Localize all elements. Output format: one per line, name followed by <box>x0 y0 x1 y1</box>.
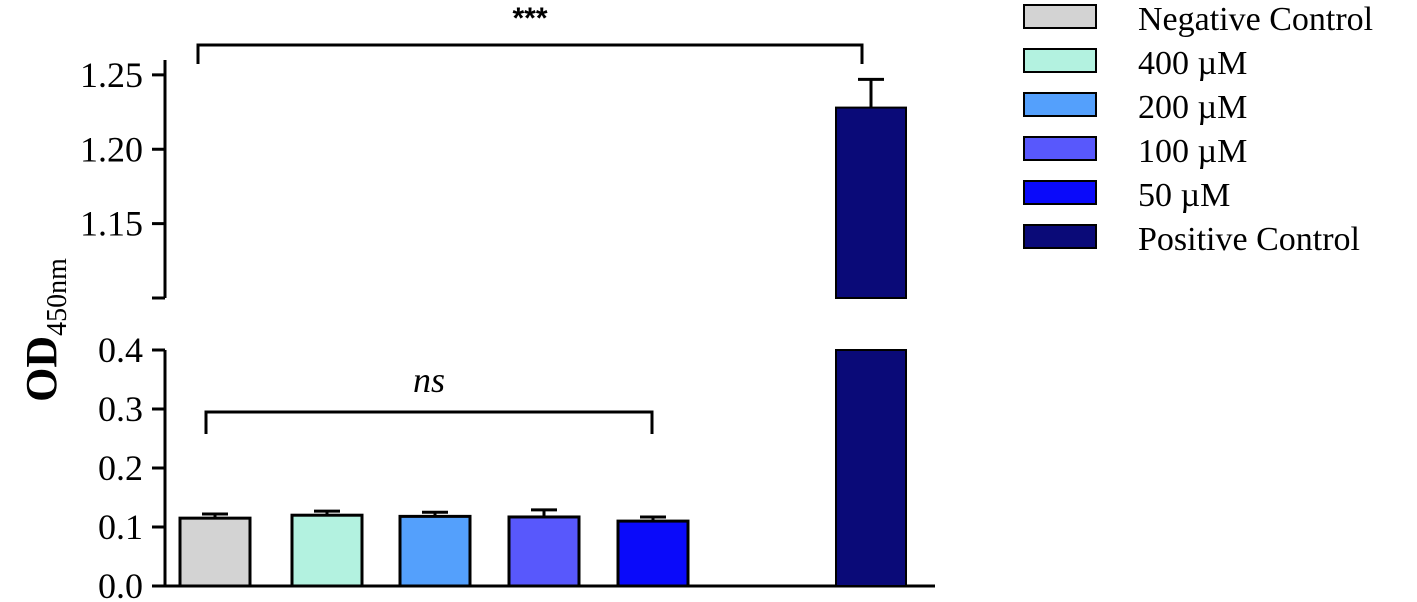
y-tick-label: 0.2 <box>98 448 143 488</box>
legend-label-4: 50 µM <box>1138 177 1230 214</box>
bar-5-lower <box>835 349 907 587</box>
bar-0 <box>178 516 252 588</box>
significance-bracket-1 <box>196 43 864 64</box>
significance-annotations: ns *** <box>196 2 864 434</box>
y-tick-label: 1.25 <box>80 55 143 95</box>
legend-swatch-3 <box>1023 136 1097 161</box>
significance-bracket-0 <box>204 410 654 434</box>
y-tick-label: 0.0 <box>98 566 143 602</box>
bar-2 <box>398 514 472 588</box>
y-axis-label: OD450nm <box>17 258 73 402</box>
y-tick-label: 0.4 <box>98 330 143 370</box>
significance-label-1: *** <box>512 2 547 35</box>
significance-label-0: ns <box>413 360 445 400</box>
y-tick-label: 0.1 <box>98 507 143 547</box>
legend-label-0: Negative Control <box>1138 1 1373 38</box>
bar-4 <box>616 519 690 588</box>
legend-swatch-2 <box>1023 92 1097 117</box>
bar-3 <box>507 515 581 588</box>
bar-5-upper <box>835 106 907 299</box>
legend-label-5: Positive Control <box>1138 221 1360 258</box>
legend-label-1: 400 µM <box>1138 45 1247 82</box>
bar-1 <box>290 513 364 588</box>
legend-label-3: 100 µM <box>1138 133 1247 170</box>
legend-swatch-4 <box>1023 180 1097 205</box>
chart-legend: Negative Control 400 µM 200 µM 100 µM 50 µM P… <box>1023 1 1373 258</box>
y-tick-label: 1.20 <box>80 129 143 169</box>
legend-swatch-1 <box>1023 48 1097 73</box>
y-tick-label: 0.3 <box>98 389 143 429</box>
chart-bars <box>178 77 907 588</box>
legend-swatch-5 <box>1023 224 1097 249</box>
y-axis-label-main: OD <box>17 336 66 402</box>
y-tick-label: 1.15 <box>80 204 143 244</box>
legend-swatch-0 <box>1023 4 1097 29</box>
y-axis-label-subscript: 450nm <box>42 258 73 336</box>
chart-axes: 0.0 0.1 0.2 0.3 0.4 1.15 1.20 1.25 OD450nm <box>17 55 935 602</box>
legend-label-2: 200 µM <box>1138 89 1247 126</box>
